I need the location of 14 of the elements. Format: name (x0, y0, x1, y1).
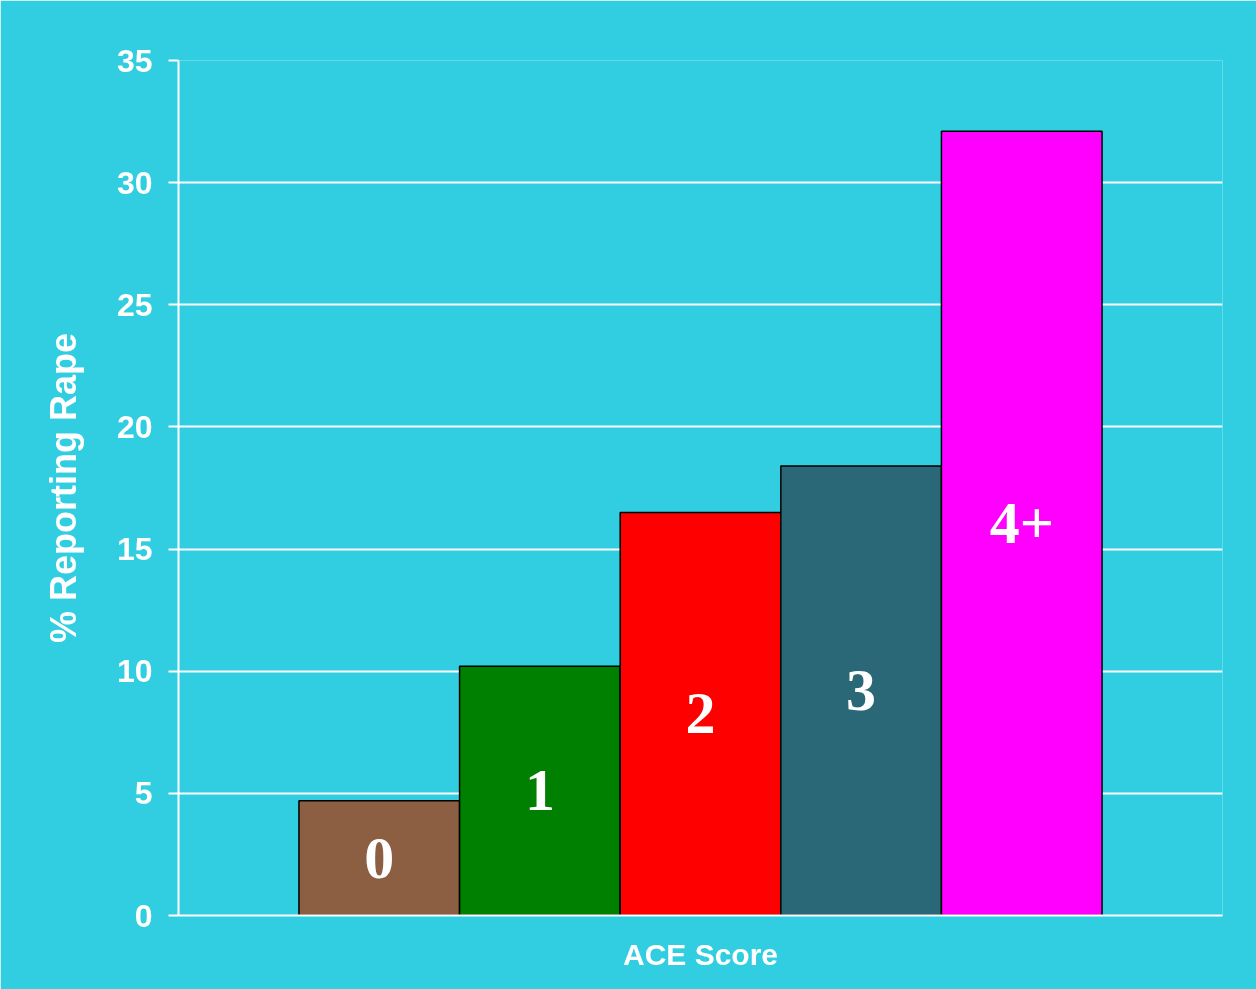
y-tick-label: 10 (116, 653, 153, 690)
y-tick-label: 0 (134, 897, 153, 934)
y-axis-title: % Reporting Rape (42, 332, 84, 644)
x-tick-label: 2 (685, 680, 716, 747)
y-tick-label: 25 (116, 286, 153, 323)
x-tick-label: 4+ (989, 489, 1054, 556)
x-axis-title: ACE Score (622, 937, 779, 971)
y-tick-label: 15 (116, 531, 153, 568)
y-tick-label: 5 (134, 775, 153, 812)
y-tick-label: 30 (116, 164, 153, 201)
x-tick-label: 1 (524, 757, 555, 824)
y-tick-label: 35 (116, 42, 153, 79)
x-tick-label: 3 (846, 657, 877, 724)
y-tick-label: 20 (116, 408, 153, 445)
